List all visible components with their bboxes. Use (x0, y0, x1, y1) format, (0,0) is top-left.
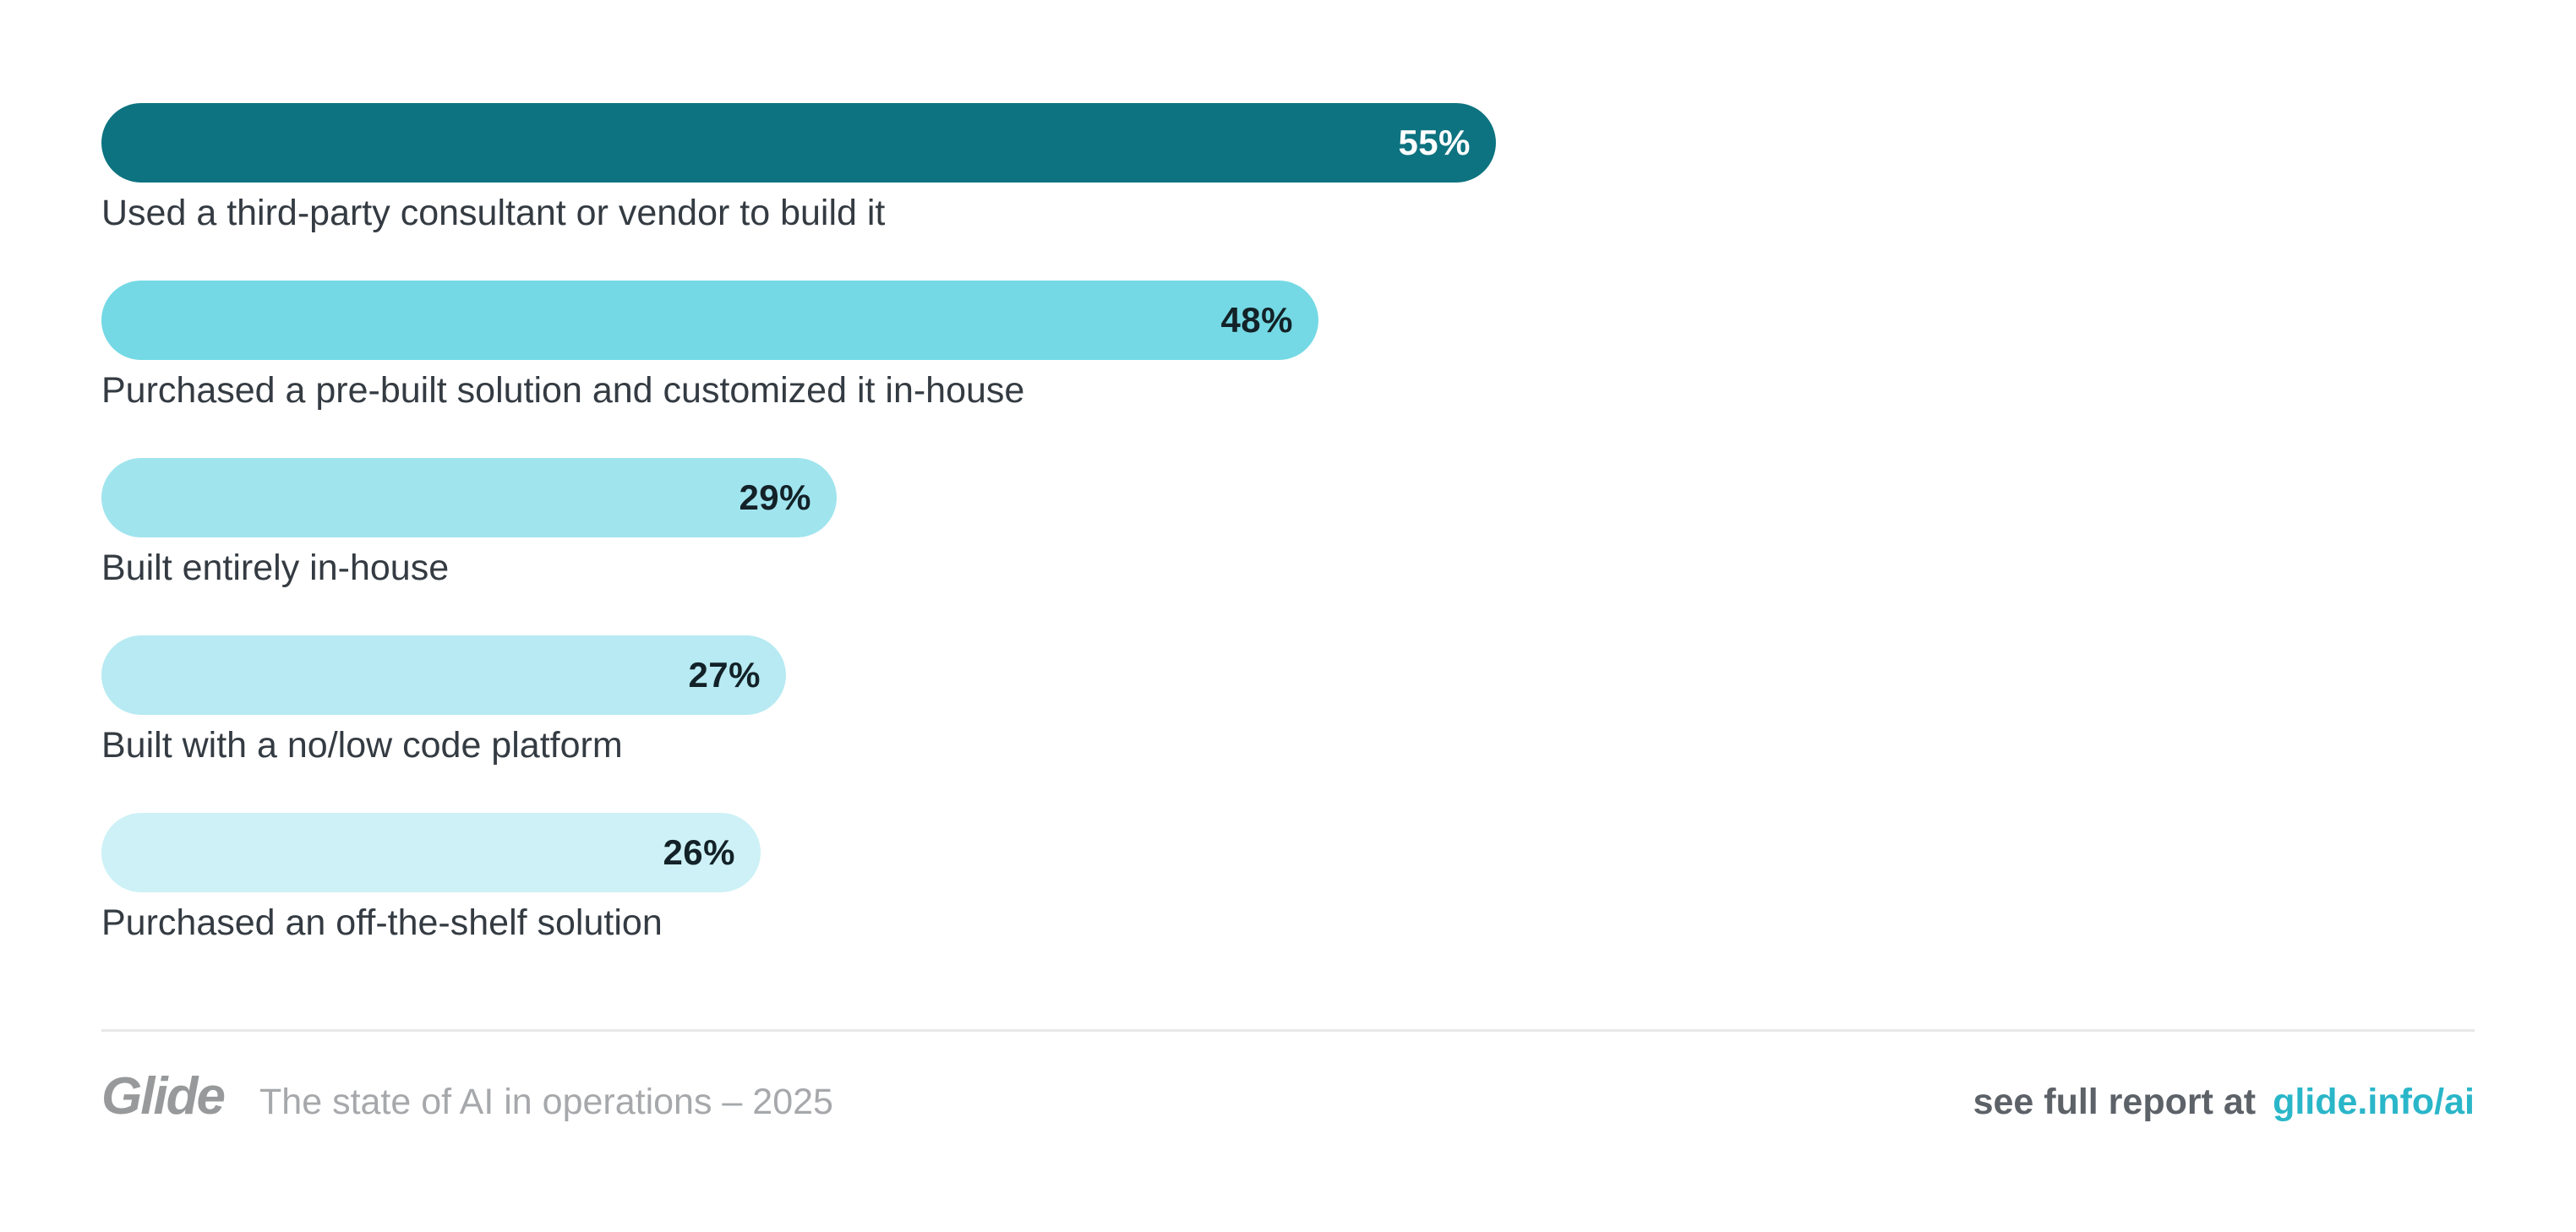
report-link[interactable]: glide.info/ai (2273, 1082, 2475, 1122)
bar-category-label: Purchased a pre-built solution and custo… (101, 370, 1025, 411)
footer: Glide The state of AI in operations – 20… (101, 1069, 2475, 1125)
bar-value-label: 27% (688, 655, 761, 695)
bar-category-label: Purchased an off-the-shelf solution (101, 902, 663, 943)
glide-logo: Glide (101, 1067, 226, 1126)
footer-brand: Glide The state of AI in operations – 20… (101, 1069, 833, 1125)
bar-category-label: Built entirely in-house (101, 548, 450, 588)
report-title: The state of AI in operations – 2025 (259, 1082, 833, 1122)
bar: 29% (101, 458, 837, 537)
bar-row: 29% Built entirely in-house (101, 458, 2475, 590)
bar-chart: 55% Used a third-party consultant or ven… (101, 103, 2475, 945)
bar-value-label: 48% (1220, 300, 1293, 340)
bar-row: 48% Purchased a pre-built solution and c… (101, 281, 2475, 412)
bar-value-label: 29% (739, 477, 811, 517)
bar: 48% (101, 281, 1318, 360)
bar: 27% (101, 635, 786, 715)
report-cta-text: see full report at (1973, 1082, 2257, 1122)
bar-row: 27% Built with a no/low code platform (101, 635, 2475, 767)
bar-value-label: 26% (663, 832, 735, 872)
bar-value-label: 55% (1398, 123, 1471, 162)
bar-category-label: Used a third-party consultant or vendor … (101, 193, 886, 233)
divider (101, 1029, 2475, 1032)
bar-row: 55% Used a third-party consultant or ven… (101, 103, 2475, 235)
bar: 55% (101, 103, 1496, 183)
footer-link-area: see full report at glide.info/ai (1973, 1082, 2475, 1123)
bar-row: 26% Purchased an off-the-shelf solution (101, 813, 2475, 945)
bar: 26% (101, 813, 761, 892)
bar-category-label: Built with a no/low code platform (101, 725, 623, 766)
